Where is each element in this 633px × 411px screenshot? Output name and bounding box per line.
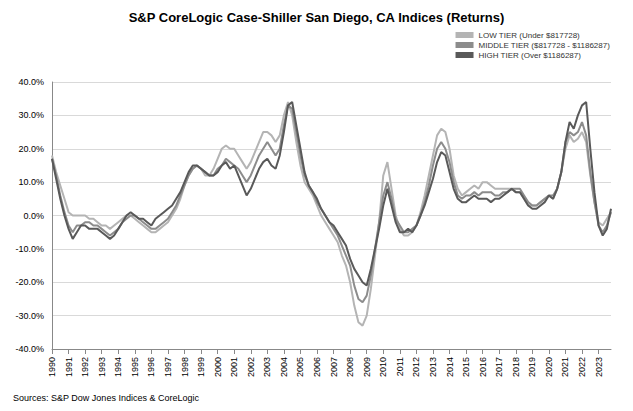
svg-text:2010: 2010 xyxy=(378,357,388,377)
svg-text:2019: 2019 xyxy=(527,357,537,377)
svg-text:2007: 2007 xyxy=(329,357,339,377)
svg-text:2008: 2008 xyxy=(345,357,355,377)
svg-text:-10.0%: -10.0% xyxy=(15,244,44,254)
svg-text:2001: 2001 xyxy=(229,357,239,377)
svg-text:1995: 1995 xyxy=(130,357,140,377)
svg-text:2011: 2011 xyxy=(395,357,405,376)
svg-text:0.0%: 0.0% xyxy=(23,211,44,221)
svg-text:2020: 2020 xyxy=(544,357,554,377)
svg-text:10.0%: 10.0% xyxy=(18,177,44,187)
svg-text:1998: 1998 xyxy=(180,357,190,377)
svg-text:MIDDLE TIER ($817728 - $118628: MIDDLE TIER ($817728 - $1186287) xyxy=(479,41,611,50)
svg-text:1992: 1992 xyxy=(80,357,90,377)
svg-text:1999: 1999 xyxy=(196,357,206,377)
svg-text:2016: 2016 xyxy=(478,357,488,377)
svg-text:HIGH TIER (Over $1186287): HIGH TIER (Over $1186287) xyxy=(479,51,582,60)
svg-text:1993: 1993 xyxy=(97,357,107,377)
svg-text:1991: 1991 xyxy=(64,357,74,377)
svg-text:2006: 2006 xyxy=(312,357,322,377)
svg-text:-30.0%: -30.0% xyxy=(15,311,44,321)
svg-text:1990: 1990 xyxy=(47,357,57,377)
svg-text:2013: 2013 xyxy=(428,357,438,377)
svg-text:1994: 1994 xyxy=(113,357,123,377)
svg-text:2005: 2005 xyxy=(295,357,305,377)
svg-text:Sources: S&P Dow Jones Indices: Sources: S&P Dow Jones Indices & CoreLog… xyxy=(13,393,199,403)
svg-text:2014: 2014 xyxy=(445,357,455,377)
svg-text:2000: 2000 xyxy=(213,357,223,377)
svg-text:2009: 2009 xyxy=(362,357,372,377)
svg-text:2012: 2012 xyxy=(411,357,421,377)
svg-text:LOW TIER (Under $817728): LOW TIER (Under $817728) xyxy=(479,31,581,40)
svg-text:40.0%: 40.0% xyxy=(18,77,44,87)
svg-text:1996: 1996 xyxy=(146,357,156,377)
svg-text:1997: 1997 xyxy=(163,357,173,377)
svg-text:2021: 2021 xyxy=(560,357,570,377)
svg-text:2022: 2022 xyxy=(577,357,587,377)
svg-text:2018: 2018 xyxy=(511,357,521,377)
svg-text:-20.0%: -20.0% xyxy=(15,277,44,287)
svg-text:20.0%: 20.0% xyxy=(18,144,44,154)
svg-text:2002: 2002 xyxy=(246,357,256,377)
svg-text:30.0%: 30.0% xyxy=(18,110,44,120)
svg-text:S&P CoreLogic Case-Shiller San: S&P CoreLogic Case-Shiller San Diego, CA… xyxy=(129,10,505,25)
svg-text:2015: 2015 xyxy=(461,357,471,377)
svg-text:2023: 2023 xyxy=(594,357,604,377)
svg-text:2017: 2017 xyxy=(494,357,504,377)
svg-text:2004: 2004 xyxy=(279,357,289,377)
svg-text:2003: 2003 xyxy=(262,357,272,377)
svg-text:-40.0%: -40.0% xyxy=(15,344,44,354)
